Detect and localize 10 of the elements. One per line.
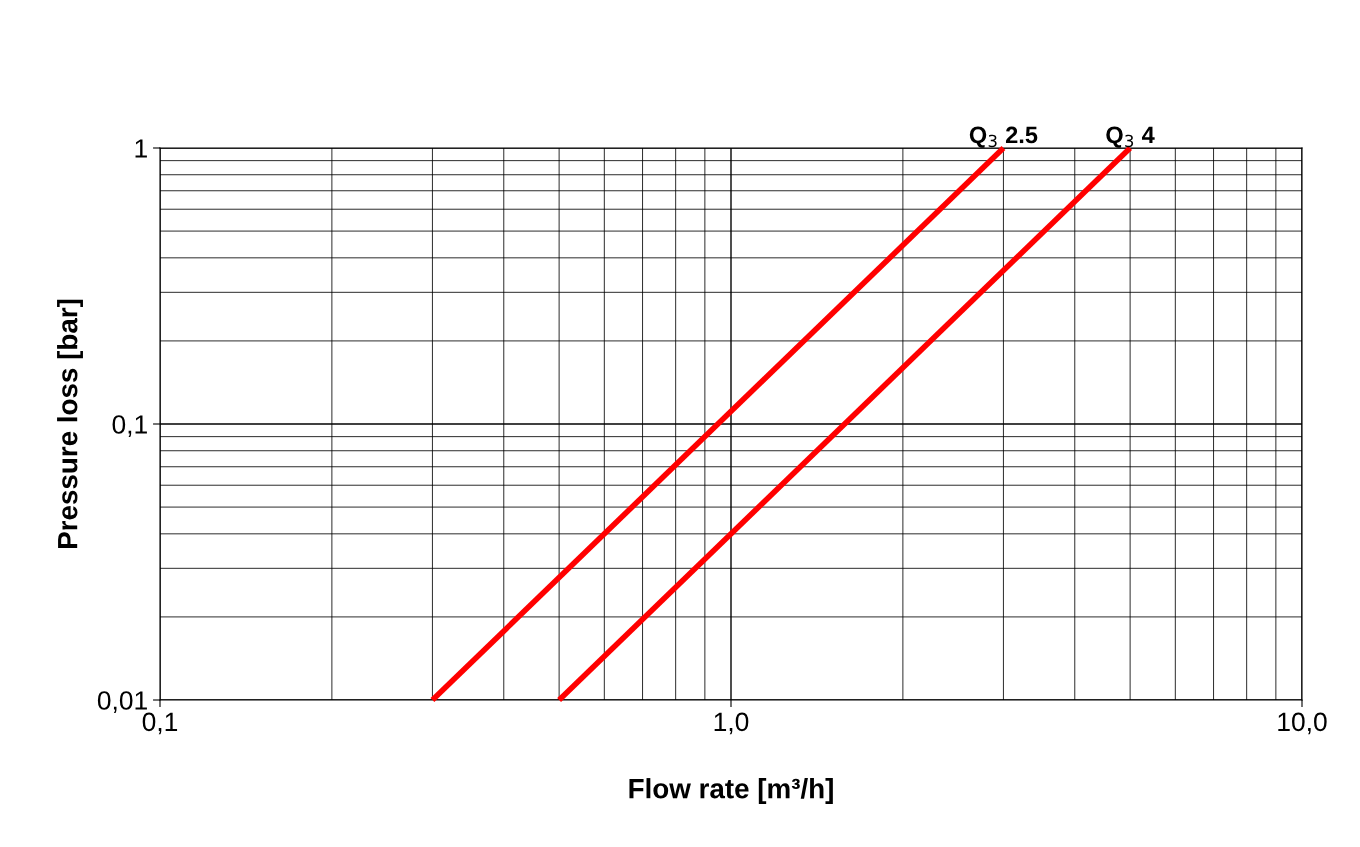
y-tick-label: 0,1: [112, 415, 147, 437]
series-label: Q$_{3}$ 2.5: [969, 126, 1038, 148]
x-axis-title: Flow rate [m³/h]: [629, 778, 833, 804]
series-label: Q$_{3}$ 4: [1106, 126, 1155, 148]
y-tick-label: 0,01: [97, 691, 147, 713]
x-tick-label: 10,0: [1278, 712, 1327, 735]
x-tick-label: 1,0: [714, 712, 749, 735]
x-tick-label: 0,1: [142, 712, 178, 735]
y-tick-label: 1: [135, 139, 147, 158]
y-axis-title: Pressure loss [bar]: [57, 299, 83, 548]
